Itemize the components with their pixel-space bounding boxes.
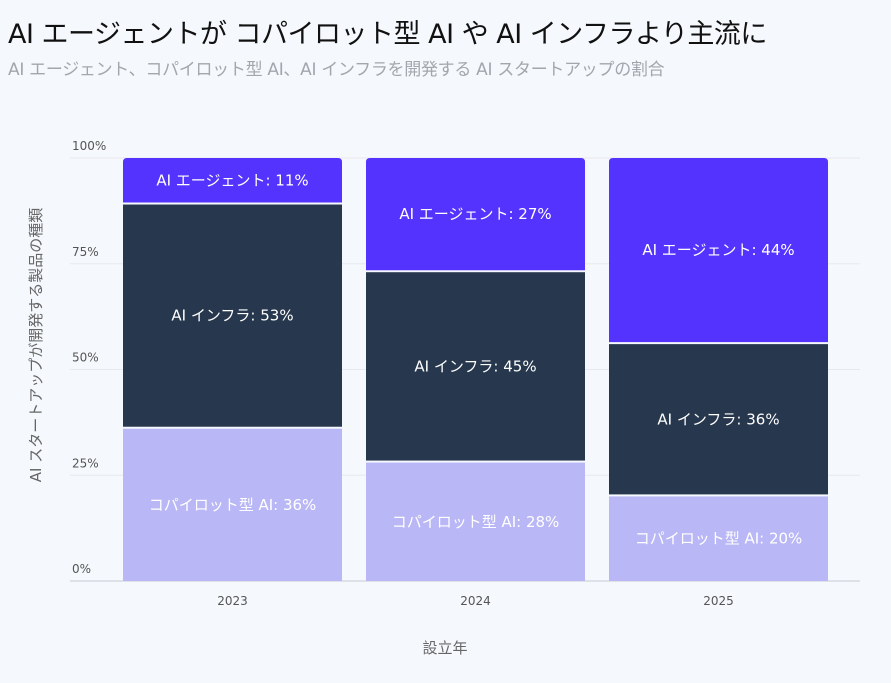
chart-subtitle: AI エージェント、コパイロット型 AI、AI インフラを開発する AI スター… [8, 60, 665, 80]
data-label: AI エージェント: 11% [156, 171, 308, 189]
bar-segment [123, 158, 342, 203]
data-label: AI エージェント: 27% [399, 205, 551, 223]
y-tick-label: 50% [72, 351, 99, 365]
data-label: コパイロット型 AI: 28% [392, 513, 560, 531]
x-tick-label: 2023 [217, 594, 248, 608]
bar-segment [366, 272, 585, 461]
bar-segment [366, 462, 585, 581]
x-axis-label: 設立年 [422, 639, 467, 657]
data-label: AI インフラ: 45% [414, 357, 536, 375]
y-tick-label: 75% [72, 245, 99, 259]
data-label: AI インフラ: 53% [171, 307, 293, 325]
bar-segment [609, 344, 828, 495]
data-label: AI エージェント: 44% [642, 241, 794, 259]
bar-segment [609, 158, 828, 343]
chart-title: AI エージェントが コパイロット型 AI や AI インフラより主流に [8, 19, 767, 50]
x-tick-label: 2025 [703, 594, 734, 608]
x-tick-label: 2024 [460, 594, 491, 608]
y-tick-label: 100% [72, 139, 106, 153]
bar-segment [123, 428, 342, 581]
data-label: コパイロット型 AI: 36% [149, 496, 317, 514]
bar-segment [609, 496, 828, 581]
data-label: コパイロット型 AI: 20% [635, 530, 803, 548]
bar-segment [123, 204, 342, 427]
bar-segment [366, 158, 585, 271]
y-tick-label: 25% [72, 456, 99, 470]
y-tick-label: 0% [72, 562, 91, 576]
data-label: AI インフラ: 36% [657, 410, 779, 428]
y-axis-label: AI スタートアップが開発する製品の種類 [27, 208, 45, 482]
